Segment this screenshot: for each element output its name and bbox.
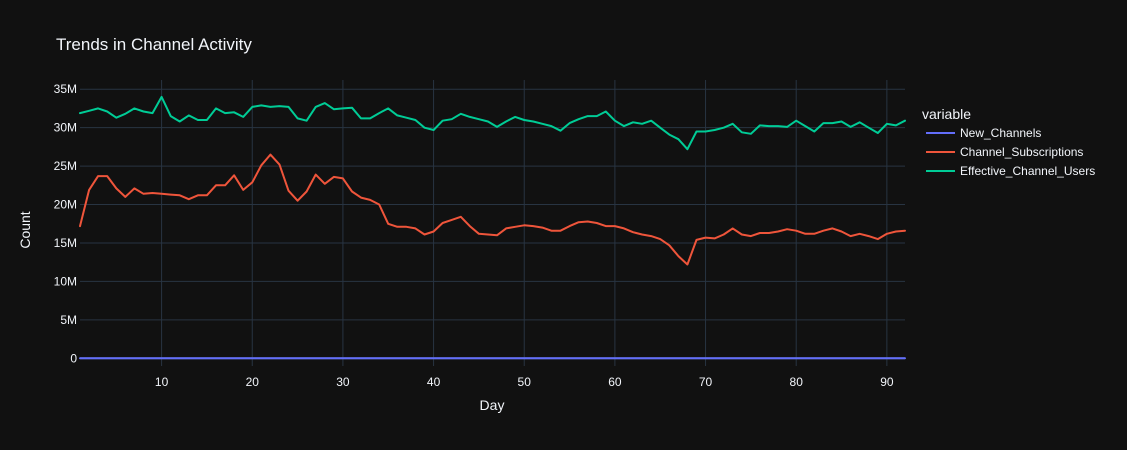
legend-item-effective-channel-users[interactable]: Effective_Channel_Users bbox=[926, 164, 1095, 178]
x-tick-label: 10 bbox=[155, 375, 169, 389]
y-tick-label: 0 bbox=[70, 351, 77, 365]
chart-title: Trends in Channel Activity bbox=[56, 35, 252, 54]
legend-item-new-channels[interactable]: New_Channels bbox=[926, 126, 1041, 140]
legend-label: Channel_Subscriptions bbox=[960, 145, 1083, 159]
y-axis-title: Count bbox=[17, 211, 33, 248]
x-tick-label: 30 bbox=[336, 375, 350, 389]
series-line-effective-channel-users bbox=[79, 95, 906, 151]
y-tick-label: 15M bbox=[54, 236, 77, 250]
y-tick-label: 25M bbox=[54, 159, 77, 173]
x-tick-label: 60 bbox=[608, 375, 622, 389]
tick-layer: 10 20 30 40 50 60 70 80 90 0 5M 10M 15M 20M 25M 30M 35M bbox=[54, 82, 894, 389]
y-tick-label: 35M bbox=[54, 82, 77, 96]
legend-item-channel-subscriptions[interactable]: Channel_Subscriptions bbox=[926, 145, 1083, 159]
x-tick-label: 40 bbox=[427, 375, 441, 389]
legend-label: Effective_Channel_Users bbox=[960, 164, 1095, 178]
legend-title: variable bbox=[922, 106, 971, 122]
series-layer bbox=[79, 95, 906, 360]
y-tick-label: 30M bbox=[54, 121, 77, 135]
series-line-channel-subscriptions bbox=[79, 153, 906, 266]
x-tick-label: 90 bbox=[880, 375, 894, 389]
y-tick-label: 20M bbox=[54, 198, 77, 212]
legend-label: New_Channels bbox=[960, 126, 1041, 140]
legend[interactable]: variable New_Channels Channel_Subscriptio… bbox=[922, 106, 1095, 178]
y-tick-label: 5M bbox=[60, 313, 77, 327]
x-tick-label: 20 bbox=[246, 375, 260, 389]
x-tick-label: 70 bbox=[699, 375, 713, 389]
x-tick-label: 80 bbox=[790, 375, 804, 389]
x-axis-title: Day bbox=[480, 397, 505, 413]
y-tick-label: 10M bbox=[54, 274, 77, 288]
x-tick-label: 50 bbox=[518, 375, 532, 389]
